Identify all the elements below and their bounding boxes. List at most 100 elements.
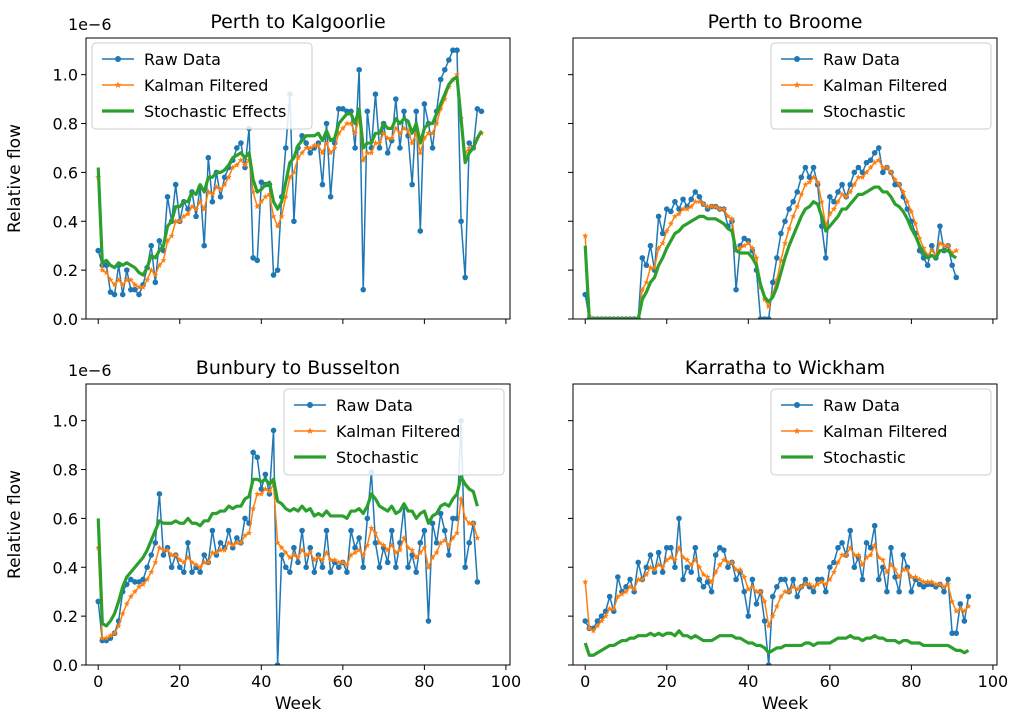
data-point [291,218,297,225]
data-point [871,542,878,548]
data-point [356,535,362,541]
data-point [437,539,444,546]
data-point [107,289,114,295]
y-tick-label: 1.0 [53,66,78,85]
legend-box [91,42,313,130]
data-point [156,262,163,268]
data-point [131,588,138,595]
data-point [474,579,481,585]
data-point [384,150,391,156]
data-point [908,208,915,215]
data-point [790,198,796,205]
data-point [720,205,727,212]
data-point [360,551,367,558]
data-point [863,554,870,561]
data-point [225,539,232,546]
data-point [961,618,968,624]
data-point [421,101,428,107]
data-point [602,612,609,619]
data-point [140,284,147,290]
data-point [278,544,285,551]
data-point [582,618,589,624]
data-point [867,164,874,171]
data-point [655,213,662,220]
data-point [802,581,809,587]
data-point [168,564,175,571]
data-point [303,551,310,558]
data-point [409,546,416,553]
data-point [867,157,874,163]
data-point [417,540,424,546]
data-point [859,169,866,176]
y-tick-label: 0.4 [53,558,78,577]
data-point [307,150,314,156]
data-point [672,198,678,205]
legend-label: Kalman Filtered [823,76,947,95]
data-point [945,576,951,583]
data-point [774,255,780,261]
data-point [233,161,240,168]
data-point [696,564,703,570]
data-point [352,145,358,151]
x-tick-label: 80 [901,672,921,691]
data-point [671,556,678,563]
data-point [806,178,813,185]
x-tick-label: 0 [93,672,103,691]
data-point [782,576,788,583]
data-point [827,194,833,200]
data-point [225,174,232,180]
data-point [598,613,605,619]
data-point [826,210,833,217]
data-point [651,566,658,573]
data-point [160,552,167,558]
data-point [270,213,277,219]
data-point [229,542,236,548]
data-point [615,574,621,580]
data-point [290,551,297,558]
data-point [282,549,289,556]
data-point [376,539,383,546]
data-point [884,588,890,595]
data-point [871,150,878,156]
data-point [413,108,420,115]
data-point [299,149,306,156]
data-point [668,544,674,551]
data-point [168,551,175,558]
data-point [851,169,858,176]
data-point [331,144,338,151]
data-point [696,576,703,583]
data-point [810,583,817,590]
data-point [875,145,882,151]
data-point [920,244,927,251]
data-point [205,188,212,195]
data-point [262,193,269,200]
data-point [757,588,764,595]
data-point [319,181,326,188]
data-point [851,181,858,188]
data-point [462,515,469,521]
data-point [949,262,955,269]
data-point [610,605,617,612]
data-point [904,566,911,573]
data-point [875,156,882,163]
data-point [798,191,805,197]
data-point [135,284,143,290]
data-point [765,622,772,629]
data-point [384,546,391,553]
data-point [311,556,318,563]
data-point [254,203,261,210]
y-tick-label: 0.0 [53,656,78,675]
data-point [741,242,748,249]
data-point [643,571,650,578]
data-point [368,149,375,156]
data-point [916,576,923,583]
data-point [594,622,601,629]
data-point [753,588,760,595]
data-point [123,276,130,283]
data-point [725,564,731,571]
data-point [867,551,874,558]
data-point [237,156,244,163]
data-point [241,532,249,539]
x-tick-label: 100 [978,672,1009,691]
